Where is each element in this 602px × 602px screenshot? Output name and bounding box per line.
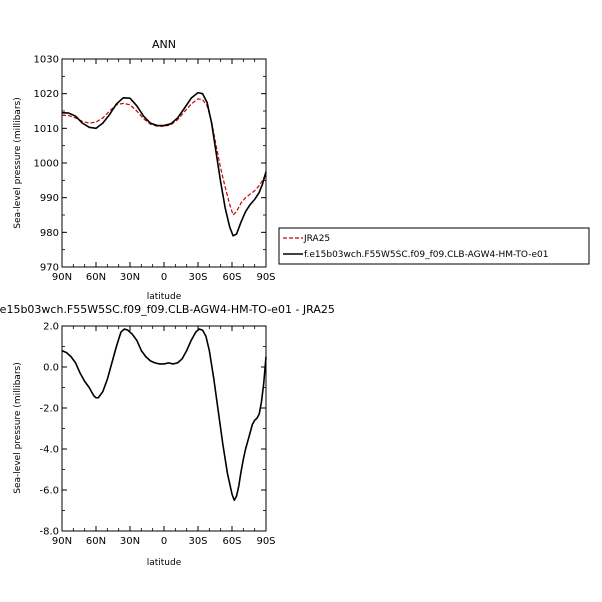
top-y-tick-label: 990 [40, 193, 59, 204]
bottom-x-tick-label: 0 [161, 536, 167, 547]
legend-box [278, 227, 590, 265]
top-y-tick-label: 1030 [34, 55, 59, 66]
top-series-line-1 [61, 91, 267, 237]
bottom-y-axis-label: Sea-level pressure (millibars) [13, 362, 23, 493]
bottom-y-tick-label: 2.0 [43, 322, 59, 333]
bottom-y-tick-label: -2.0 [39, 404, 59, 415]
top-y-tick-label: 1000 [34, 159, 59, 170]
bottom-x-tick-label: 30S [188, 536, 207, 547]
bottom-x-tick-label: 60S [222, 536, 241, 547]
top-x-tick-label: 90S [256, 272, 275, 283]
bottom-y-tick-label: -8.0 [39, 527, 59, 538]
bottom-series-line-0 [61, 328, 267, 502]
legend-label-model: f.e15b03wch.F55W5SC.f09_f09.CLB-AGW4-HM-… [304, 250, 549, 260]
top-x-tick-label: 30S [188, 272, 207, 283]
bottom-x-tick-label: 30N [120, 536, 140, 547]
top-y-tick-label: 980 [40, 228, 59, 239]
top-y-axis-label: Sea-level pressure (millibars) [13, 97, 23, 228]
top-y-tick-label: 1020 [34, 89, 59, 100]
top-series-line-0 [61, 98, 267, 216]
top-x-tick-label: 30N [120, 272, 140, 283]
top-y-tick-label: 1010 [34, 124, 59, 135]
panel-top: ANN latitude Sea-level pressure (milliba… [13, 38, 276, 302]
bottom-x-tick-label: 90S [256, 536, 275, 547]
top-y-tick-label: 970 [40, 263, 59, 274]
top-x-tick-label: 0 [161, 272, 167, 283]
top-chart-title: ANN [152, 38, 176, 51]
top-x-axis-label: latitude [147, 292, 182, 302]
bottom-x-tick-label: 90N [52, 536, 72, 547]
panel-bottom: f.e15b03wch.F55W5SC.f09_f09.CLB-AGW4-HM-… [0, 303, 335, 568]
bottom-x-tick-label: 60N [86, 536, 106, 547]
top-x-tick-label: 60S [222, 272, 241, 283]
bottom-y-tick-label: 0.0 [43, 363, 59, 374]
top-x-tick-label: 90N [52, 272, 72, 283]
bottom-x-axis-label: latitude [147, 558, 182, 568]
legend: JRA25 f.e15b03wch.F55W5SC.f09_f09.CLB-AG… [278, 227, 590, 265]
bottom-y-tick-label: -6.0 [39, 486, 59, 497]
top-x-tick-label: 60N [86, 272, 106, 283]
legend-label-jra25: JRA25 [303, 234, 330, 244]
bottom-y-tick-label: -4.0 [39, 445, 59, 456]
bottom-chart-title: f.e15b03wch.F55W5SC.f09_f09.CLB-AGW4-HM-… [0, 303, 335, 316]
